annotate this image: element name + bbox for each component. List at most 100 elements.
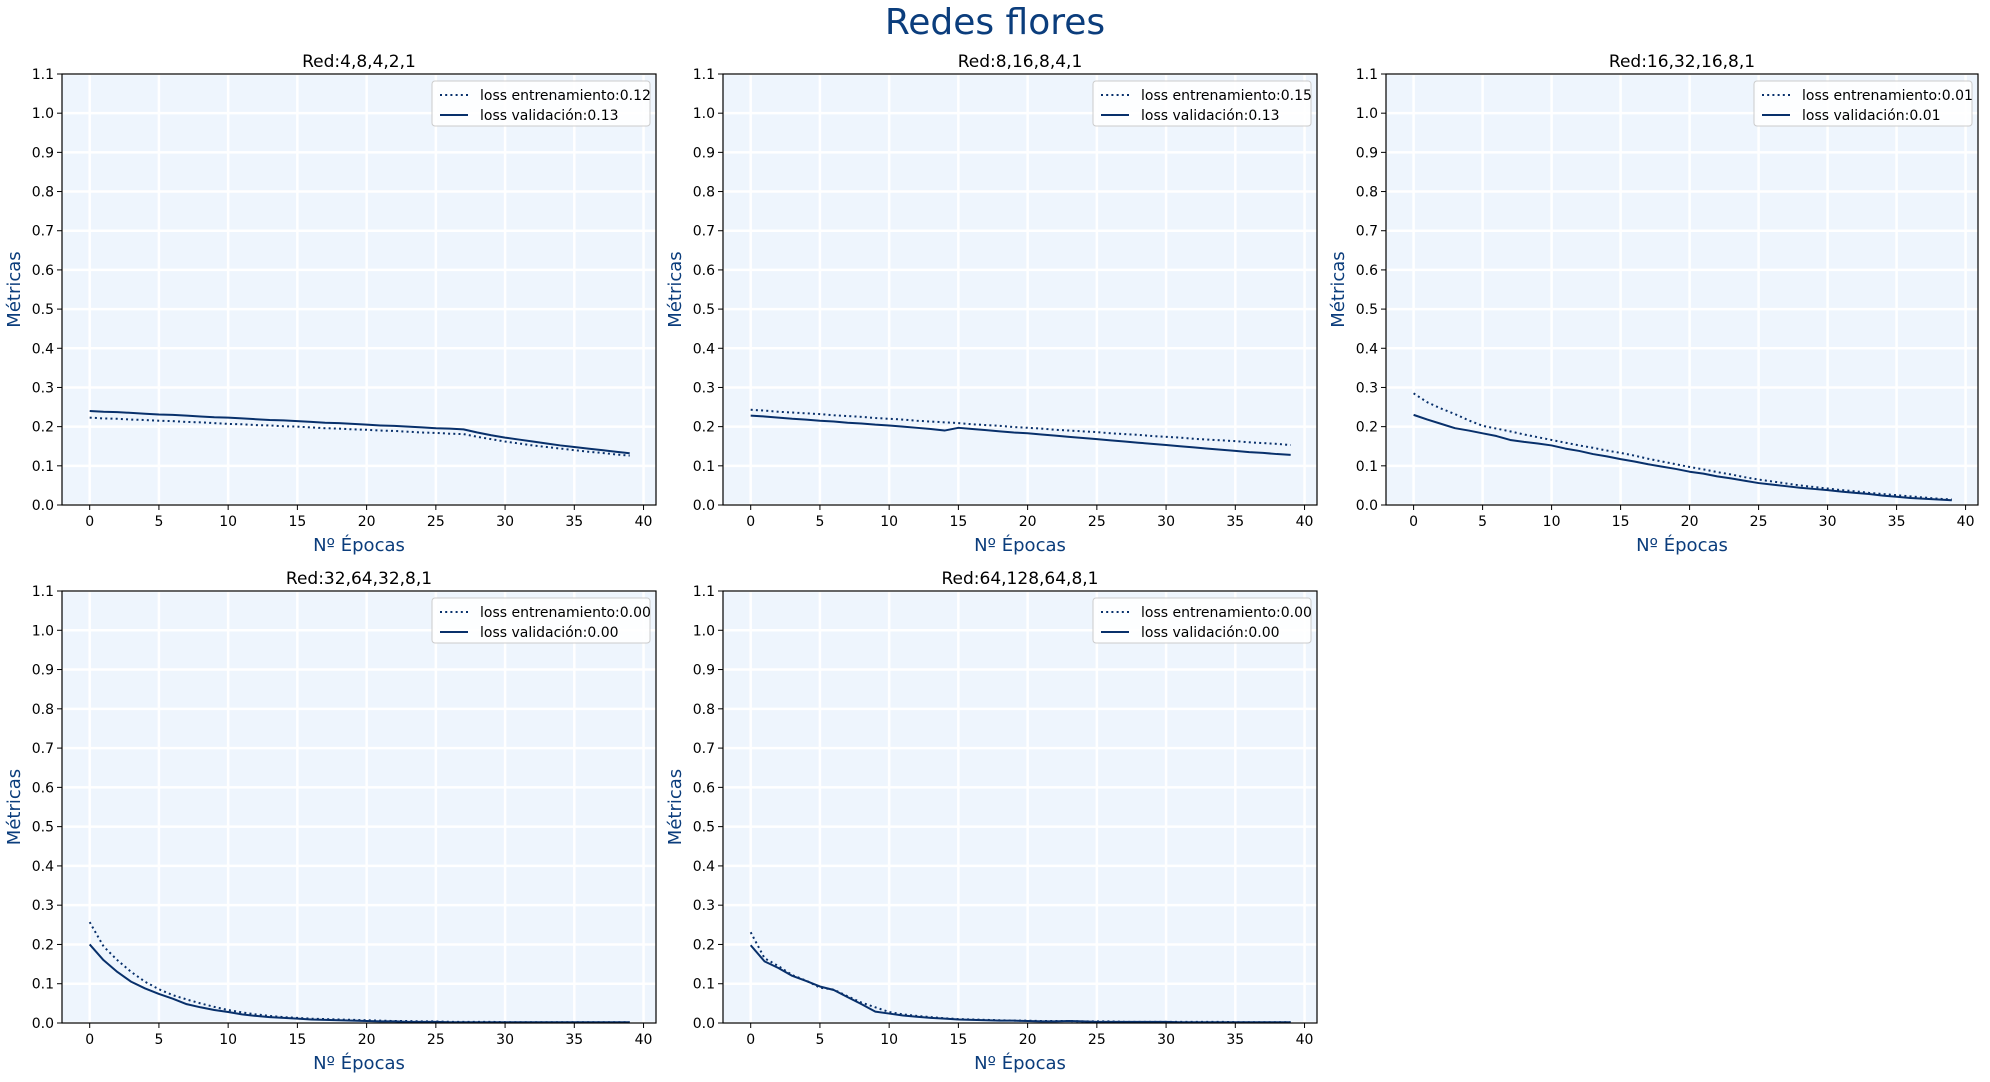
x-tick-label: 15	[288, 1032, 306, 1048]
legend-box	[1753, 80, 1973, 127]
y-tick-label: 0.2	[693, 937, 715, 953]
y-axis-label: Métricas	[665, 251, 686, 327]
y-tick-label: 0.8	[693, 185, 715, 201]
x-tick-label: 30	[496, 514, 514, 530]
x-tick-label: 5	[154, 514, 163, 530]
x-axis-label: Nº Épocas	[1636, 534, 1728, 556]
y-tick-label: 0.7	[1356, 224, 1378, 240]
x-tick-label: 30	[1157, 514, 1175, 530]
y-tick-label: 0.7	[693, 741, 715, 757]
y-tick-label: 1.0	[32, 623, 54, 639]
x-tick-label: 10	[219, 514, 237, 530]
plot-area	[62, 591, 656, 1023]
x-tick-label: 20	[358, 514, 376, 530]
x-tick-label: 35	[1226, 1032, 1244, 1048]
y-tick-label: 0.3	[693, 380, 715, 396]
subplot-title: Red:8,16,8,4,1	[958, 52, 1083, 72]
x-tick-label: 20	[1019, 1032, 1037, 1048]
y-axis-label: Métricas	[665, 769, 686, 845]
y-tick-label: 1.0	[693, 623, 715, 639]
y-tick-label: 1.1	[693, 67, 715, 83]
y-tick-label: 0.4	[693, 859, 715, 875]
axes-frame	[61, 590, 657, 1024]
y-tick-label: 0.3	[693, 898, 715, 914]
series-line-validation	[749, 944, 1291, 1024]
x-tick-label: 10	[880, 514, 898, 530]
y-tick-label: 0.0	[693, 498, 715, 514]
y-tick-label: 0.4	[32, 341, 54, 357]
x-tick-label: 35	[1888, 514, 1906, 530]
series-line-validation	[89, 409, 630, 455]
x-tick-label: 10	[1543, 514, 1561, 530]
y-tick-label: 0.6	[32, 780, 54, 796]
x-tick-label: 0	[85, 1032, 94, 1048]
y-tick-label: 0.9	[32, 145, 54, 161]
y-tick-label: 0.7	[32, 741, 54, 757]
legend-entry: loss entrenamiento:0.00	[480, 605, 651, 621]
subplot-title: Red:4,8,4,2,1	[302, 52, 416, 72]
x-tick-label: 40	[635, 1032, 653, 1048]
y-tick-label: 0.1	[693, 459, 715, 475]
y-tick-label: 0.9	[1356, 145, 1378, 161]
x-tick-label: 40	[1296, 514, 1314, 530]
y-tick-label: 1.0	[32, 106, 54, 122]
legend-entry: loss entrenamiento:0.12	[480, 88, 651, 104]
series-line-validation	[88, 943, 630, 1024]
y-tick-label: 0.1	[693, 977, 715, 993]
x-tick-label: 0	[746, 1032, 755, 1048]
y-tick-label: 0.3	[1356, 380, 1378, 396]
x-tick-label: 15	[949, 1032, 967, 1048]
y-tick-label: 1.0	[1356, 106, 1378, 122]
axes-frame	[61, 73, 657, 506]
subplot-4: 0 5 10 15 20 25 30 35 40 0.0 0.1 0.2 0.3 0.4 0.5 0.6 0.7…	[4, 569, 657, 1074]
y-tick-label: 0.1	[32, 977, 54, 993]
legend-entry: loss validación:0.13	[480, 108, 619, 124]
y-tick-label: 0.7	[32, 224, 54, 240]
y-tick-label: 0.1	[1356, 459, 1378, 475]
x-tick-label: 35	[565, 514, 583, 530]
series-line-validation	[750, 414, 1291, 456]
x-tick-label: 5	[154, 1032, 163, 1048]
y-tick-label: 0.3	[32, 898, 54, 914]
legend: loss entrenamiento:0.15 loss validación:0…	[1092, 80, 1312, 127]
y-tick-label: 0.5	[1356, 302, 1378, 318]
x-tick-label: 30	[1819, 514, 1837, 530]
x-tick-label: 15	[1612, 514, 1630, 530]
y-tick-label: 1.1	[693, 584, 715, 600]
y-tick-label: 0.8	[693, 702, 715, 718]
subplot-2: 0 5 10 15 20 25 30 35 40 0.0 0.1 0.2 0.3 0.4 0.5 0.6 0.7…	[665, 52, 1318, 556]
y-tick-label: 1.0	[693, 106, 715, 122]
x-tick-label: 15	[288, 514, 306, 530]
subplot-title: Red:32,64,32,8,1	[286, 569, 432, 589]
series-line-train	[89, 416, 630, 457]
y-tick-label: 0.9	[693, 145, 715, 161]
x-tick-label: 40	[635, 514, 653, 530]
x-tick-label: 5	[1478, 514, 1487, 530]
series-line-train	[750, 408, 1291, 447]
x-axis-label: Nº Épocas	[313, 534, 405, 556]
y-tick-label: 0.6	[693, 780, 715, 796]
legend-entry: loss validación:0.13	[1141, 108, 1280, 124]
legend: loss entrenamiento:0.01 loss validación:0…	[1753, 80, 1973, 127]
x-tick-label: 10	[219, 1032, 237, 1048]
legend-box	[1092, 597, 1312, 644]
y-tick-label: 0.2	[693, 420, 715, 436]
y-tick-label: 0.6	[693, 263, 715, 279]
x-tick-label: 30	[1157, 1032, 1175, 1048]
x-axis-label: Nº Épocas	[313, 1052, 405, 1074]
subplot-title: Red:64,128,64,8,1	[942, 569, 1099, 589]
y-tick-label: 0.1	[32, 459, 54, 475]
y-tick-label: 0.5	[693, 820, 715, 836]
subplot-3: 0 5 10 15 20 25 30 35 40 0.0 0.1 0.2 0.3 0.4 0.5 0.6 0.7…	[1328, 52, 1979, 556]
y-tick-label: 0.5	[32, 820, 54, 836]
y-tick-label: 0.9	[32, 663, 54, 679]
legend: loss entrenamiento:0.00 loss validación:0…	[1092, 597, 1312, 644]
y-tick-label: 0.7	[693, 224, 715, 240]
x-tick-label: 0	[1409, 514, 1418, 530]
legend-entry: loss validación:0.01	[1802, 108, 1941, 124]
x-axis-label: Nº Épocas	[974, 534, 1066, 556]
x-tick-label: 40	[1296, 1032, 1314, 1048]
axes-frame	[722, 73, 1318, 506]
x-tick-label: 25	[427, 1032, 445, 1048]
